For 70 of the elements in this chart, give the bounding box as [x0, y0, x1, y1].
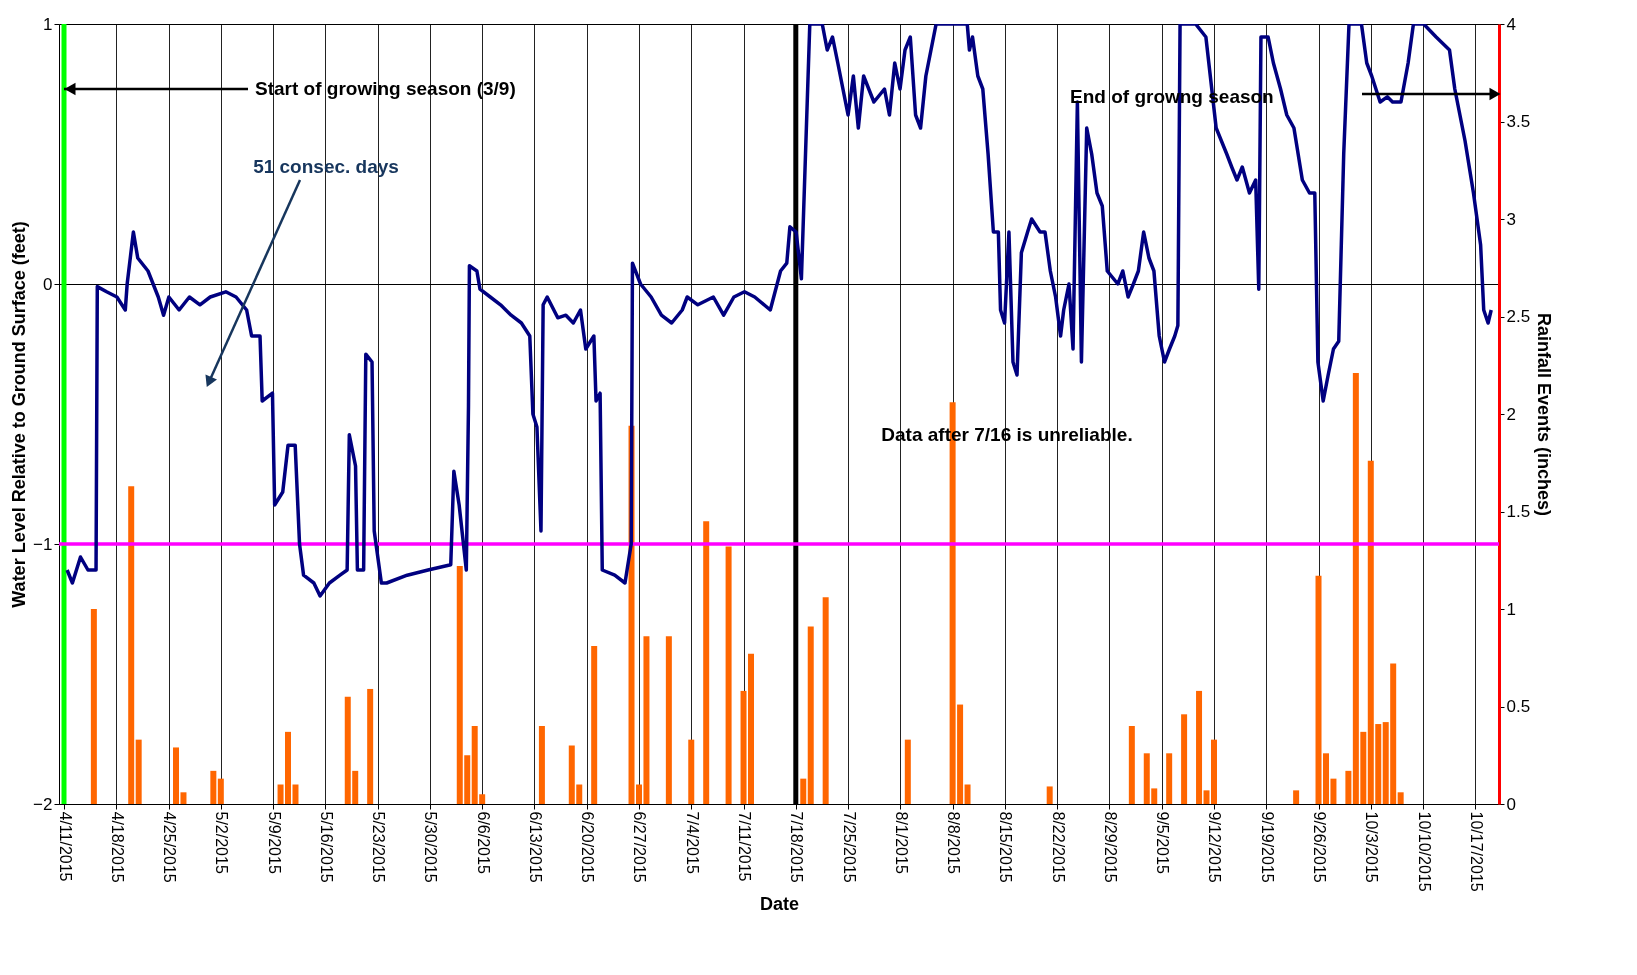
y-tick-label: 1 [43, 14, 53, 34]
bar [964, 784, 971, 804]
x-tick-label: 8/22/2015 [1049, 811, 1067, 883]
bar [904, 739, 911, 804]
bar [807, 626, 814, 804]
y2-tick-label: 1.5 [1506, 502, 1531, 521]
y2-tick-label: 1 [1506, 599, 1516, 619]
y-tick-label: −1 [33, 534, 53, 554]
x-tick-label: 10/3/2015 [1363, 811, 1381, 883]
y2-tick-label: 2 [1506, 404, 1516, 424]
bar [90, 609, 97, 804]
bar [217, 778, 224, 804]
x-tick-label: 7/18/2015 [788, 811, 806, 883]
x-tick-label: 6/6/2015 [474, 811, 492, 874]
bar [1166, 753, 1173, 804]
x-tick-label: 5/23/2015 [370, 811, 388, 883]
bar [688, 739, 695, 804]
bar [1128, 726, 1135, 804]
x-tick-label: 5/30/2015 [422, 811, 440, 883]
x-tick-label: 5/9/2015 [265, 811, 283, 874]
x-tick-label: 6/13/2015 [526, 811, 544, 883]
bar [800, 778, 807, 804]
bar [1293, 790, 1300, 804]
bar [725, 546, 732, 804]
y2-tick-label: 0.5 [1506, 697, 1531, 716]
x-tick-label: 10/17/2015 [1467, 811, 1485, 892]
x-tick-label: 7/11/2015 [736, 811, 754, 882]
bar [1345, 770, 1352, 804]
bar [591, 646, 598, 804]
x-tick-label: 6/20/2015 [579, 811, 597, 883]
y2-tick-label: 0 [1506, 794, 1516, 814]
x-tick-label: 5/2/2015 [213, 811, 231, 874]
bar [367, 688, 374, 804]
bar [703, 521, 710, 804]
line-series [65, 24, 1493, 598]
x-tick-label: 8/8/2015 [945, 811, 963, 874]
bar [1046, 786, 1053, 804]
bar [128, 486, 135, 804]
x-axis-title: Date [759, 893, 800, 914]
y2-tick-label: 4 [1506, 14, 1516, 34]
y-tick-label: 0 [43, 274, 53, 294]
bar [538, 726, 545, 804]
x-tick-label: 6/27/2015 [631, 811, 649, 883]
bar [135, 739, 142, 804]
bar [1181, 714, 1188, 804]
y2-tick-label: 3 [1506, 209, 1516, 229]
bar [665, 636, 672, 804]
y-axis-title: Water Level Relative to Ground Surface (feet) [9, 221, 30, 608]
x-tick-label: 8/1/2015 [892, 811, 910, 874]
x-tick-label: 4/18/2015 [108, 811, 126, 883]
bar [1196, 690, 1203, 804]
x-tick-label: 8/29/2015 [1101, 811, 1119, 883]
x-tick-label: 9/26/2015 [1311, 811, 1329, 883]
x-tick-label: 9/19/2015 [1258, 811, 1276, 883]
x-tick-label: 8/15/2015 [997, 811, 1015, 883]
bar [210, 770, 217, 804]
x-tick-label: 7/4/2015 [683, 811, 701, 874]
y2-tick-label: 2.5 [1506, 307, 1531, 326]
x-tick-label: 9/5/2015 [1154, 811, 1172, 874]
x-tick-label: 10/10/2015 [1415, 811, 1433, 892]
x-tick-label: 9/12/2015 [1206, 811, 1224, 883]
x-tick-label: 4/25/2015 [161, 811, 179, 883]
bar [1397, 792, 1404, 804]
y2-tick-label: 3.5 [1506, 112, 1531, 131]
x-tick-label: 4/11/2015 [56, 811, 74, 882]
x-tick-label: 5/16/2015 [317, 811, 335, 883]
x-tick-label: 7/25/2015 [840, 811, 858, 883]
y-tick-label: −2 [33, 794, 53, 814]
bar [822, 597, 829, 804]
y2-axis-title: Rainfall Events (inches) [1534, 312, 1555, 517]
